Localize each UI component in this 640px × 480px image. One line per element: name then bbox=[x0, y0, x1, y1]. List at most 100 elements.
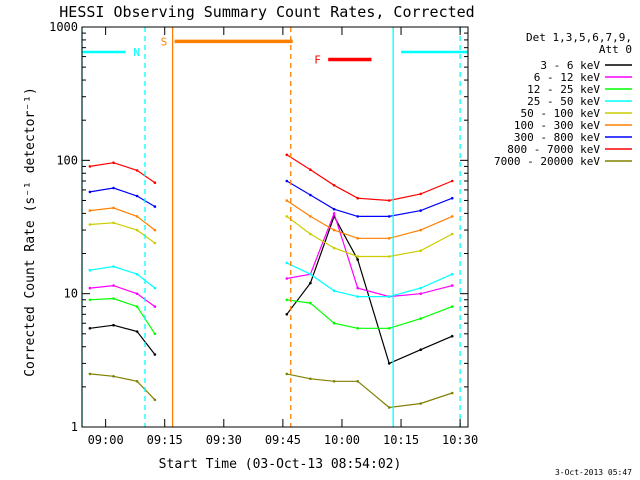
data-point-6-10 bbox=[356, 215, 360, 218]
data-point-1-10 bbox=[356, 286, 360, 290]
legend-label-0: 3 - 6 keV bbox=[540, 59, 600, 72]
data-point-2-2 bbox=[135, 305, 139, 308]
y-tick-label-2: 100 bbox=[56, 153, 78, 167]
data-point-5-9 bbox=[332, 228, 336, 232]
data-point-4-0 bbox=[88, 223, 92, 226]
data-point-3-7 bbox=[285, 261, 289, 265]
data-point-1-7 bbox=[285, 277, 289, 280]
x-tick-label-0: 09:00 bbox=[88, 433, 124, 447]
data-point-2-8 bbox=[309, 301, 312, 305]
data-point-3-9 bbox=[332, 289, 336, 293]
data-point-0-10 bbox=[356, 258, 360, 261]
y-tick-label-3: 1000 bbox=[49, 20, 78, 34]
data-point-5-10 bbox=[356, 237, 360, 240]
data-point-4-10 bbox=[356, 255, 360, 258]
data-point-3-12 bbox=[419, 286, 423, 290]
data-point-7-11 bbox=[387, 199, 391, 202]
data-point-0-8 bbox=[309, 281, 312, 285]
data-point-5-11 bbox=[387, 237, 391, 240]
x-tick-label-6: 10:30 bbox=[442, 433, 478, 447]
data-point-7-1 bbox=[112, 161, 115, 164]
data-point-4-13 bbox=[450, 232, 454, 236]
data-point-6-7 bbox=[285, 179, 289, 183]
data-point-1-2 bbox=[135, 292, 139, 296]
plot-frame bbox=[81, 26, 469, 428]
data-point-8-10 bbox=[356, 380, 360, 383]
data-point-1-0 bbox=[88, 286, 92, 290]
data-point-0-3 bbox=[153, 353, 157, 356]
data-point-1-1 bbox=[112, 284, 115, 287]
legend-label-3: 25 - 50 keV bbox=[527, 95, 600, 108]
series-line-1 bbox=[89, 284, 156, 308]
x-tick-label-2: 09:30 bbox=[206, 433, 242, 447]
data-point-8-12 bbox=[419, 402, 423, 405]
series-line-7 bbox=[89, 162, 156, 184]
axis-ticks: 09:00 09:15 09:30 09:45 10:00 10:15 10:30 1 10 10… bbox=[49, 20, 478, 447]
data-point-0-2 bbox=[135, 330, 139, 333]
data-point-1-13 bbox=[450, 284, 454, 287]
data-point-3-8 bbox=[309, 272, 312, 276]
data-point-2-12 bbox=[419, 317, 423, 320]
series-line-5 bbox=[286, 200, 453, 239]
series-line-7 bbox=[286, 154, 453, 202]
series-line-8 bbox=[89, 373, 156, 401]
series-line-5 bbox=[89, 207, 156, 231]
data-point-7-8 bbox=[309, 168, 312, 171]
data-point-3-1 bbox=[112, 265, 115, 268]
data-point-2-10 bbox=[356, 327, 360, 330]
data-point-3-2 bbox=[135, 272, 139, 276]
data-point-2-9 bbox=[332, 321, 336, 325]
x-tick-label-1: 09:15 bbox=[147, 433, 183, 447]
data-point-0-0 bbox=[88, 327, 92, 330]
series-line-2 bbox=[89, 297, 156, 335]
data-point-4-8 bbox=[309, 232, 312, 236]
legend-label-4: 50 - 100 keV bbox=[521, 107, 601, 120]
legend-title-line-2: Att 0 bbox=[599, 43, 632, 56]
y-tick-label-0: 1 bbox=[71, 420, 78, 434]
data-point-4-3 bbox=[153, 241, 157, 245]
data-point-8-2 bbox=[135, 380, 139, 383]
data-point-4-12 bbox=[419, 249, 423, 252]
footer-timestamp: 3-Oct-2013 05:47 bbox=[555, 468, 632, 477]
x-tick-label-5: 10:15 bbox=[383, 433, 419, 447]
legend-title-line-1: Det 1,3,5,6,7,9, bbox=[526, 31, 632, 44]
y-axis-label: Corrected Count Rate (s⁻¹ detector⁻¹) bbox=[23, 87, 38, 377]
marker-label-n: N bbox=[133, 46, 140, 59]
data-point-6-1 bbox=[112, 186, 115, 190]
data-point-7-9 bbox=[332, 184, 336, 187]
series-line-6 bbox=[89, 187, 156, 208]
data-point-8-7 bbox=[285, 372, 289, 376]
series-line-4 bbox=[89, 222, 156, 244]
data-point-8-0 bbox=[88, 372, 92, 376]
data-point-5-3 bbox=[153, 228, 157, 232]
data-point-8-8 bbox=[309, 377, 312, 381]
legend-label-8: 7000 - 20000 keV bbox=[494, 155, 600, 168]
legend-label-6: 300 - 800 keV bbox=[514, 131, 600, 144]
series-line-0 bbox=[89, 324, 156, 355]
data-point-4-7 bbox=[285, 215, 289, 218]
series-line-4 bbox=[286, 215, 453, 258]
data-point-4-1 bbox=[112, 221, 115, 225]
legend-label-2: 12 - 25 keV bbox=[527, 83, 600, 96]
data-point-3-13 bbox=[450, 272, 454, 276]
data-point-5-1 bbox=[112, 206, 115, 210]
x-tick-label-4: 10:00 bbox=[324, 433, 360, 447]
data-point-8-13 bbox=[450, 391, 454, 395]
data-point-0-12 bbox=[419, 348, 423, 352]
data-point-5-13 bbox=[450, 215, 454, 218]
data-point-1-12 bbox=[419, 292, 423, 296]
data-point-2-3 bbox=[153, 332, 157, 336]
series-line-1 bbox=[286, 211, 453, 298]
data-point-2-11 bbox=[387, 327, 391, 330]
data-point-2-1 bbox=[112, 297, 115, 300]
data-point-6-8 bbox=[309, 193, 312, 197]
data-point-6-3 bbox=[153, 205, 157, 208]
data-point-8-3 bbox=[153, 398, 157, 402]
data-point-0-13 bbox=[450, 334, 454, 338]
x-axis-label: Start Time (03-Oct-13 08:54:02) bbox=[159, 457, 402, 472]
data-point-4-2 bbox=[135, 228, 139, 232]
series-line-3 bbox=[89, 265, 156, 289]
x-tick-label-3: 09:45 bbox=[265, 433, 301, 447]
